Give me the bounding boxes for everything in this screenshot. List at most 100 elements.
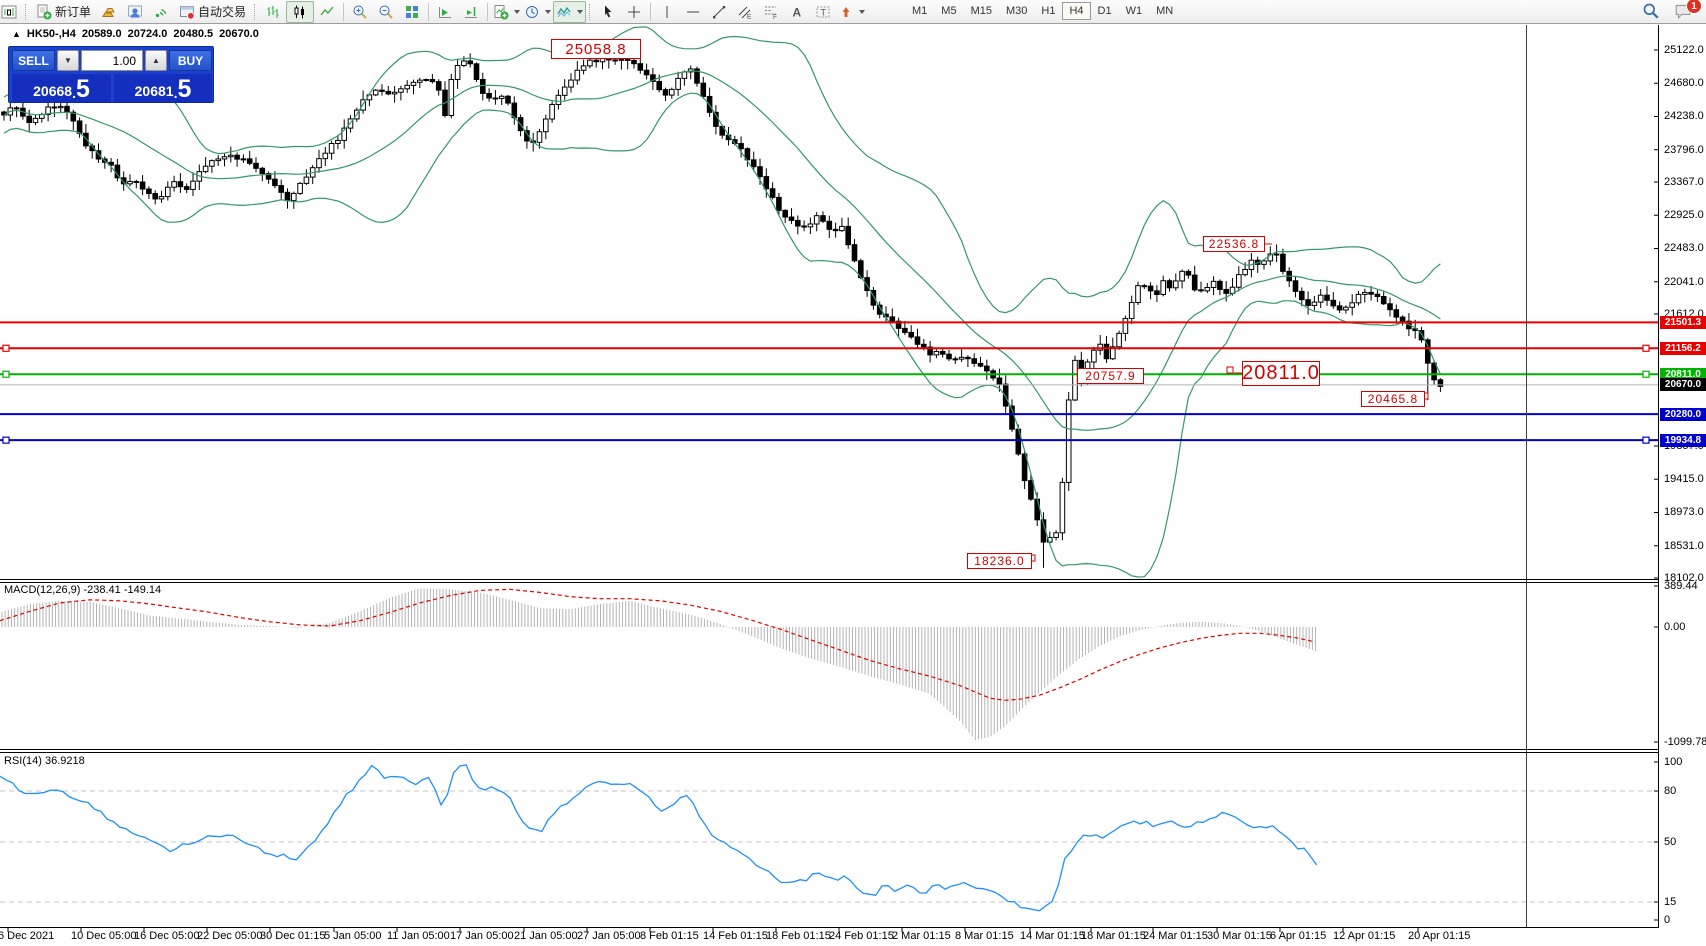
- timeframe-H4[interactable]: H4: [1062, 2, 1091, 20]
- bar-chart-icon: [267, 5, 279, 18]
- cursor-tool-button[interactable]: [595, 2, 621, 22]
- time-axis-label: 18 Feb 01:15: [766, 930, 831, 942]
- indicators-icon: [557, 6, 571, 17]
- bar-chart-button[interactable]: [260, 2, 286, 22]
- sell-price-dot: .: [72, 85, 76, 101]
- price-annotation[interactable]: 18236.0: [967, 553, 1032, 569]
- zoom-in-button[interactable]: [347, 2, 373, 22]
- chart-window-button[interactable]: [0, 2, 22, 22]
- gold-icon: [102, 7, 115, 17]
- price-annotation[interactable]: 25058.8: [551, 39, 641, 59]
- bollinger-bands: [3, 26, 1441, 578]
- notification-badge: 1: [1686, 0, 1702, 14]
- text-tool[interactable]: A: [784, 2, 810, 22]
- new-order-icon: [37, 4, 52, 19]
- price-tick-label: 23796.0: [1664, 143, 1704, 156]
- timeframe-W1[interactable]: W1: [1125, 5, 1143, 17]
- vertical-line-icon: [666, 5, 668, 18]
- timeframe-M5[interactable]: M5: [941, 5, 957, 17]
- price-annotation[interactable]: 20465.8: [1361, 391, 1425, 407]
- new-chart-icon: [494, 4, 509, 19]
- deposit-button[interactable]: [96, 2, 122, 22]
- signals-button[interactable]: [148, 2, 174, 22]
- accounts-button[interactable]: [122, 2, 148, 22]
- price-line-badge: 19934.8: [1660, 433, 1706, 447]
- volume-increase-button[interactable]: ▲: [145, 50, 167, 71]
- time-axis-label: 5 Jan 05:00: [324, 930, 382, 942]
- macd-tick-label: 0.00: [1664, 621, 1686, 633]
- new-order-label: 新订单: [55, 5, 92, 19]
- sell-button[interactable]: SELL: [12, 50, 55, 71]
- notifications-button[interactable]: 1: [1670, 0, 1702, 21]
- tile-windows-icon: [406, 5, 419, 18]
- price-tick-label: 22925.0: [1664, 209, 1704, 222]
- buy-price-big: 5: [177, 75, 192, 103]
- indicators-dropdown[interactable]: [553, 0, 587, 23]
- arrows-dropdown[interactable]: [836, 2, 867, 22]
- macd-layer: [0, 588, 1317, 741]
- chart-shift-button[interactable]: [458, 2, 484, 22]
- price-tick-label: 18102.0: [1664, 572, 1704, 584]
- price-annotation[interactable]: 20811.0: [1242, 361, 1320, 386]
- timeframe-D1[interactable]: D1: [1097, 5, 1112, 17]
- time-axis-label: 11 Jan 05:00: [387, 930, 450, 942]
- vertical-line-tool[interactable]: [654, 2, 680, 22]
- time-axis-label: 6 Apr 01:15: [1270, 930, 1327, 942]
- timeframe-H1[interactable]: H1: [1041, 5, 1056, 17]
- horizontal-line-tool[interactable]: [680, 2, 706, 22]
- ohlc-open: 20589.0: [81, 28, 122, 40]
- candlestick-chart-button[interactable]: [286, 0, 315, 23]
- volume-decrease-button[interactable]: ▼: [57, 50, 79, 71]
- price-tick-label: 18973.0: [1664, 506, 1704, 519]
- time-axis-label: 20 Apr 01:15: [1408, 930, 1471, 942]
- auto-scroll-button[interactable]: [432, 2, 458, 22]
- volume-input[interactable]: 1.00: [81, 50, 143, 71]
- price-annotation[interactable]: 22536.8: [1203, 236, 1265, 252]
- time-axis-label: 27 Jan 05:00: [577, 930, 641, 942]
- sell-price[interactable]: 20668. 5: [12, 74, 111, 102]
- trendline-icon: [713, 5, 726, 18]
- rsi-level-label: 80: [1664, 785, 1677, 797]
- svg-text:T: T: [821, 7, 827, 17]
- chart-objects-layer[interactable]: [0, 25, 1659, 928]
- macd-label: MACD(12,26,9) -238.41 -149.14: [4, 584, 162, 596]
- buy-price[interactable]: 20681. 5: [114, 74, 212, 102]
- crosshair-icon: [628, 5, 641, 18]
- line-chart-button[interactable]: [314, 2, 340, 22]
- price-annotation[interactable]: 20757.9: [1077, 368, 1144, 384]
- new-order-button[interactable]: 新订单: [31, 2, 96, 22]
- ohlc-high: 20724.0: [127, 28, 168, 40]
- macd-tick-label: 389.44: [1664, 580, 1698, 592]
- tile-windows-button[interactable]: [399, 2, 425, 22]
- text-label-tool[interactable]: T: [810, 2, 836, 22]
- rsi-level-label: 50: [1664, 836, 1677, 848]
- crosshair-tool-button[interactable]: [621, 2, 647, 22]
- zoom-out-button[interactable]: [373, 2, 399, 22]
- signal-icon: [155, 8, 167, 17]
- equidistant-channel-tool[interactable]: E: [732, 2, 758, 22]
- fibonacci-tool[interactable]: F: [758, 2, 784, 22]
- rsi-label: RSI(14) 36.9218: [4, 755, 85, 767]
- timeframe-MN[interactable]: MN: [1156, 5, 1174, 17]
- ohlc-close: 20670.0: [219, 28, 259, 40]
- search-button[interactable]: [1638, 1, 1664, 21]
- trendline-tool[interactable]: [706, 2, 732, 22]
- auto-trading-button[interactable]: 自动交易: [174, 2, 251, 22]
- rsi-level-label: 15: [1664, 896, 1677, 908]
- timeframe-M1[interactable]: M1: [912, 5, 928, 17]
- current-price-badge: 20670.0: [1660, 378, 1706, 392]
- cursor-icon: [605, 5, 612, 17]
- time-axis-label: 30 Dec 01:15: [260, 930, 326, 942]
- timeframe-M15[interactable]: M15: [970, 5, 992, 17]
- toolbar-separator: [487, 2, 489, 21]
- rsi-level-label: 100: [1664, 756, 1683, 768]
- zoom-out-icon: [379, 5, 393, 19]
- periods-dropdown[interactable]: [522, 2, 553, 22]
- new-chart-dropdown[interactable]: [491, 2, 522, 22]
- buy-button[interactable]: BUY: [169, 50, 212, 71]
- timeframe-M30[interactable]: M30: [1005, 5, 1028, 17]
- collapse-panel-icon[interactable]: ▲: [12, 29, 21, 39]
- chevron-down-icon: [514, 9, 521, 14]
